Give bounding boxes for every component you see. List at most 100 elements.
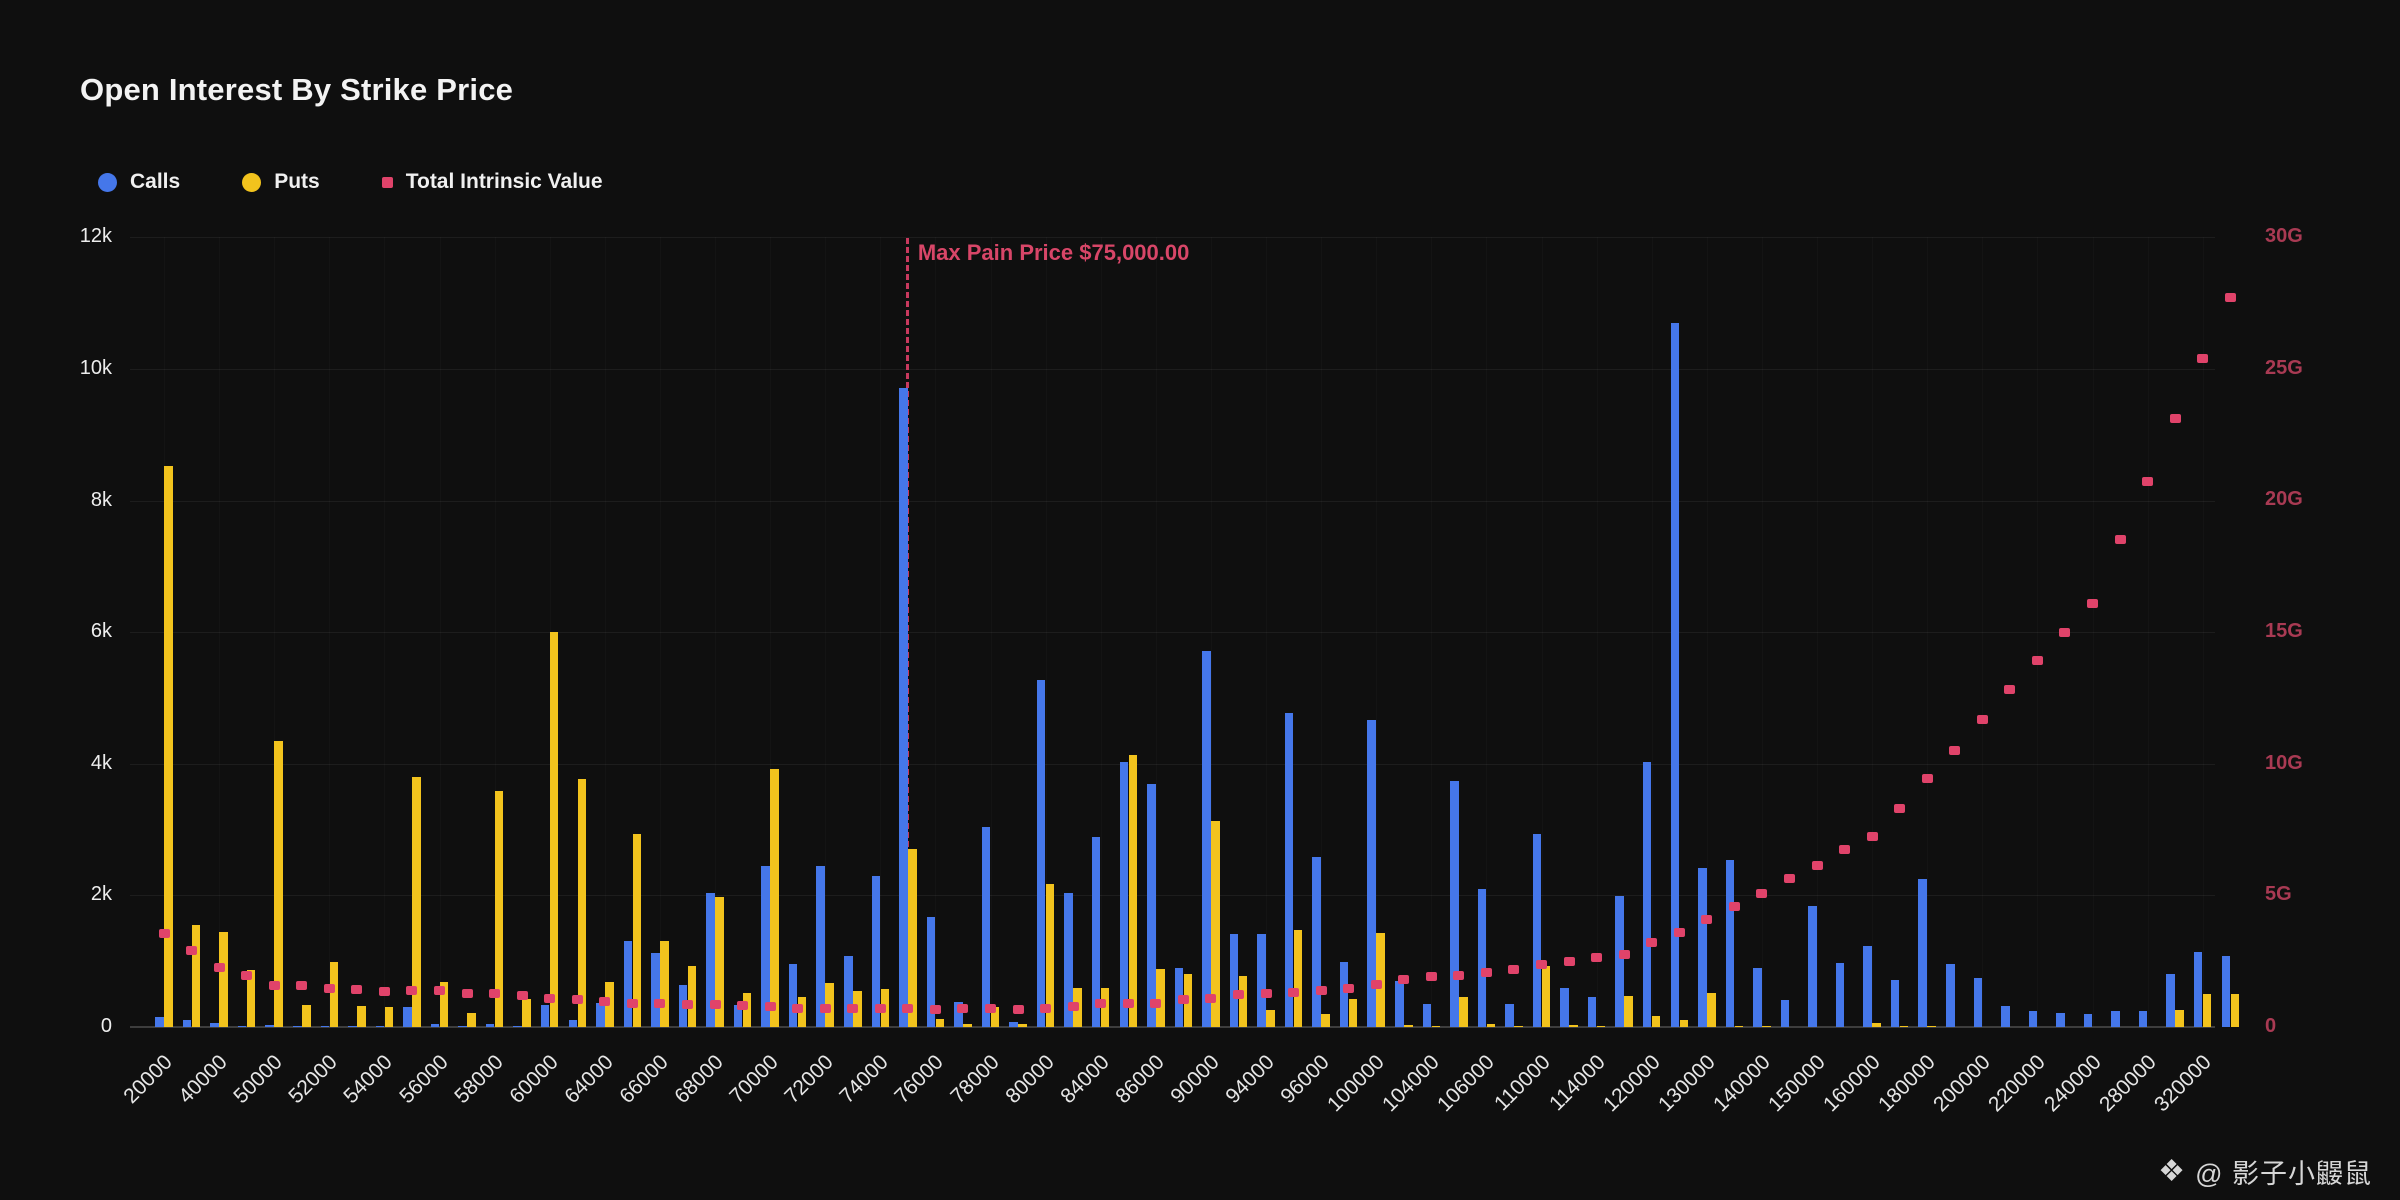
bar-puts[interactable] [1238,975,1248,1027]
intrinsic-value-dot[interactable] [461,988,473,998]
intrinsic-value-dot[interactable] [1701,915,1713,925]
intrinsic-value-dot[interactable] [1618,950,1630,960]
bar-puts[interactable] [1514,1025,1523,1027]
legend-item-puts[interactable]: Puts [242,170,320,194]
bar-calls[interactable] [1863,946,1872,1027]
intrinsic-value-dot[interactable] [1563,956,1575,966]
bar-calls[interactable] [265,1025,274,1027]
bar-calls[interactable] [2111,1010,2120,1027]
bar-puts[interactable] [357,1005,366,1027]
bar-puts[interactable] [2175,1009,2184,1027]
bar-calls[interactable] [1312,856,1321,1027]
bar-calls[interactable] [1918,878,1927,1027]
intrinsic-value-dot[interactable] [1370,980,1382,990]
bar-puts[interactable] [935,1019,945,1027]
bar-calls[interactable] [2083,1014,2093,1027]
bar-puts[interactable] [384,1007,394,1027]
intrinsic-value-dot[interactable] [186,946,198,956]
bar-calls[interactable] [430,1023,440,1027]
intrinsic-value-dot[interactable] [1232,990,1244,1000]
bar-puts[interactable] [549,632,559,1027]
bar-calls[interactable] [1339,961,1349,1027]
bar-puts[interactable] [577,778,586,1027]
bar-calls[interactable] [182,1020,192,1027]
bar-calls[interactable] [237,1025,247,1027]
intrinsic-value-dot[interactable] [929,1005,941,1015]
bar-calls[interactable] [926,917,936,1027]
intrinsic-value-dot[interactable] [1949,746,1961,756]
intrinsic-value-dot[interactable] [1508,965,1520,975]
intrinsic-value-dot[interactable] [2197,353,2209,363]
bar-calls[interactable] [2056,1012,2065,1027]
bar-puts[interactable] [1872,1023,1881,1027]
bar-puts[interactable] [715,896,724,1027]
intrinsic-value-dot[interactable] [626,998,638,1008]
bar-puts[interactable] [2230,994,2239,1027]
bar-puts[interactable] [1348,999,1358,1027]
bar-puts[interactable] [1899,1025,1909,1027]
bar-puts[interactable] [1266,1009,1275,1027]
intrinsic-value-dot[interactable] [1288,988,1300,997]
bar-puts[interactable] [1679,1020,1688,1027]
intrinsic-value-dot[interactable] [902,1004,914,1014]
bar-calls[interactable] [871,875,881,1027]
bar-puts[interactable] [963,1023,972,1027]
intrinsic-value-dot[interactable] [1783,873,1795,883]
intrinsic-value-dot[interactable] [213,963,225,973]
bar-calls[interactable] [1422,1003,1432,1027]
intrinsic-value-dot[interactable] [268,981,280,991]
bar-puts[interactable] [494,790,504,1027]
intrinsic-value-dot[interactable] [1425,972,1437,982]
bar-calls[interactable] [651,953,660,1027]
bar-puts[interactable] [1404,1025,1413,1027]
intrinsic-value-dot[interactable] [434,986,445,996]
bar-puts[interactable] [1045,883,1055,1027]
bar-calls[interactable] [1367,719,1376,1027]
intrinsic-value-dot[interactable] [874,1004,886,1014]
bar-calls[interactable] [1725,859,1735,1027]
intrinsic-value-dot[interactable] [2004,685,2016,695]
bar-puts[interactable] [191,925,201,1027]
bar-calls[interactable] [981,826,991,1027]
bar-puts[interactable] [1486,1023,1496,1027]
bar-calls[interactable] [1064,893,1073,1027]
bar-calls[interactable] [1284,713,1294,1027]
bar-calls[interactable] [1119,762,1128,1027]
bar-puts[interactable] [1321,1014,1330,1027]
intrinsic-value-dot[interactable] [847,1004,859,1014]
intrinsic-value-dot[interactable] [1536,960,1547,970]
bar-calls[interactable] [348,1025,357,1027]
intrinsic-value-dot[interactable] [1976,715,1988,725]
intrinsic-value-dot[interactable] [1177,995,1189,1005]
bar-calls[interactable] [293,1025,302,1027]
bar-puts[interactable] [990,1006,1000,1027]
intrinsic-value-dot[interactable] [737,1001,749,1011]
bar-puts[interactable] [770,769,779,1027]
bar-calls[interactable] [2221,955,2230,1027]
bar-puts[interactable] [1156,969,1165,1027]
bar-calls[interactable] [761,866,770,1027]
intrinsic-value-dot[interactable] [654,999,666,1009]
intrinsic-value-dot[interactable] [1673,928,1685,938]
intrinsic-value-dot[interactable] [544,993,556,1003]
intrinsic-value-dot[interactable] [1894,803,1906,813]
bar-calls[interactable] [2028,1011,2038,1027]
bar-puts[interactable] [246,969,256,1027]
bar-puts[interactable] [1624,996,1633,1027]
intrinsic-value-dot[interactable] [1095,999,1107,1009]
bar-calls[interactable] [788,963,798,1027]
bar-calls[interactable] [623,941,633,1027]
bar-calls[interactable] [1808,905,1817,1027]
intrinsic-value-dot[interactable] [985,1004,996,1014]
intrinsic-value-dot[interactable] [489,989,501,999]
bar-calls[interactable] [1698,867,1707,1027]
bar-puts[interactable] [1569,1025,1578,1027]
bar-puts[interactable] [1762,1025,1771,1027]
intrinsic-value-dot[interactable] [571,995,583,1005]
intrinsic-value-dot[interactable] [1398,975,1410,985]
bar-puts[interactable] [2202,994,2212,1027]
bar-calls[interactable] [1229,933,1239,1027]
bar-calls[interactable] [1973,978,1983,1027]
bar-calls[interactable] [1587,997,1597,1027]
intrinsic-value-dot[interactable] [1811,860,1823,870]
